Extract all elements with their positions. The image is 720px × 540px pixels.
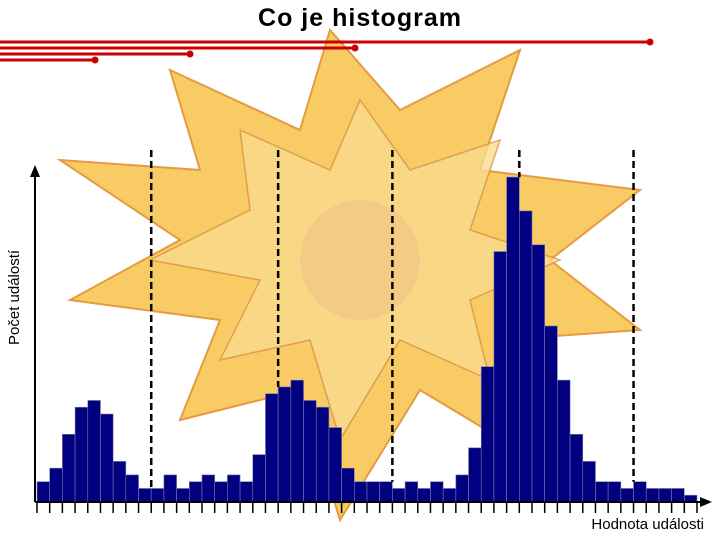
accent-line-end-3 [186,50,194,58]
histogram-bar [684,494,698,503]
histogram-bar [214,481,228,503]
histogram-bar [544,325,558,503]
histogram-bar [74,406,89,503]
histogram-bar [239,481,254,503]
histogram-bar [506,176,520,503]
histogram-bar [277,386,292,503]
histogram-bar [252,454,266,503]
histogram-bar [189,481,203,503]
accent-line-end-4 [91,56,99,64]
axes [30,165,712,507]
histogram-bar [557,379,571,503]
histogram-bar [595,481,609,503]
histogram-bar [379,481,393,503]
histogram-bar [366,481,380,503]
histogram-bar [658,488,672,503]
histogram-bar [404,481,419,503]
histogram-bars [36,176,698,503]
histogram-bar [201,474,215,503]
histogram-bar [633,481,647,503]
histogram-bar [49,467,63,503]
histogram-bar [569,434,584,503]
x-axis-label: Hodnota události [591,516,704,533]
histogram-bar [315,406,330,503]
histogram-bar [442,488,457,503]
histogram-bar [620,488,634,503]
histogram-bar [303,400,317,503]
histogram-bar [645,488,660,503]
histogram-bar [87,400,101,503]
histogram-bar [290,379,304,503]
background-star-core [300,200,420,320]
histogram-bar [341,467,355,503]
histogram-bar [671,488,685,503]
histogram-bar [36,481,50,503]
histogram-bar [417,488,431,503]
histogram-bar [112,461,127,503]
accent-line-end-1 [646,38,654,46]
histogram-bar [430,481,444,503]
histogram-bar [227,474,241,503]
header-accent-lines [0,38,654,64]
y-axis-arrow [30,165,40,177]
histogram-bar [150,488,165,503]
histogram-bar [62,434,76,503]
page-title: Co je histogram [258,4,462,32]
histogram-bar [468,447,482,503]
histogram-bar [100,413,114,503]
histogram-bar [265,393,279,503]
histogram-bar [531,244,545,503]
histogram-bar [519,210,533,503]
histogram-bar [607,481,622,503]
accent-line-end-2 [351,44,359,52]
bin-dividers [149,150,635,489]
histogram-bar [354,481,368,503]
histogram-bar [176,488,190,503]
histogram-bar [163,474,177,503]
histogram-bar [138,488,152,503]
histogram-bar [480,366,495,503]
histogram-bar [455,474,469,503]
histogram-bar [125,474,139,503]
histogram-bar [493,251,507,503]
x-axis-ticks [36,502,698,513]
histogram-bar [392,488,406,503]
histogram-bar [328,427,342,503]
y-axis-label: Počet událostí [6,249,23,345]
x-axis-arrow [700,497,712,507]
histogram-bar [582,461,596,503]
